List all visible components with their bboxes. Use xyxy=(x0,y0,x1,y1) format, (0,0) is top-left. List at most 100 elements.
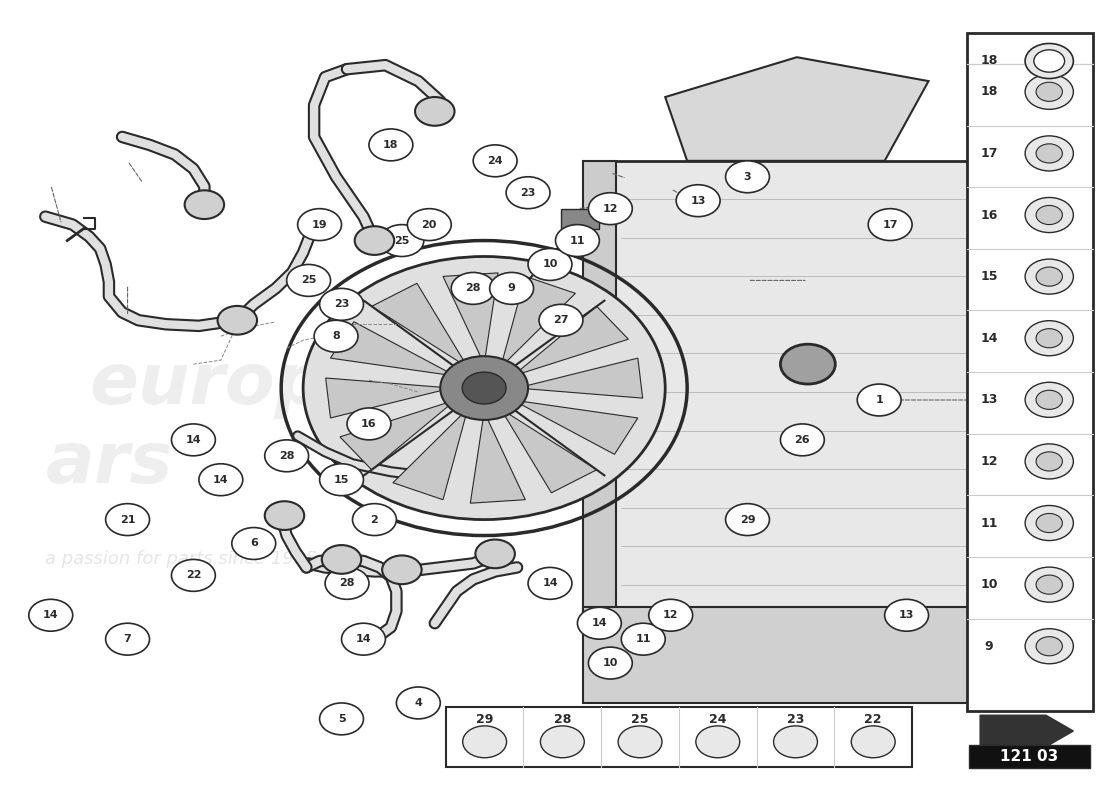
Text: 14: 14 xyxy=(186,435,201,445)
Text: 121 03: 121 03 xyxy=(1000,750,1058,764)
Circle shape xyxy=(1036,452,1063,471)
Polygon shape xyxy=(500,409,596,493)
Text: 7: 7 xyxy=(123,634,131,644)
Circle shape xyxy=(396,687,440,719)
Polygon shape xyxy=(666,57,928,161)
Circle shape xyxy=(780,424,824,456)
Text: 14: 14 xyxy=(592,618,607,628)
Circle shape xyxy=(106,504,150,535)
Text: 14: 14 xyxy=(43,610,58,620)
Bar xyxy=(446,707,912,766)
Text: 27: 27 xyxy=(553,315,569,326)
Circle shape xyxy=(106,623,150,655)
Circle shape xyxy=(265,502,305,530)
Bar xyxy=(583,161,616,623)
Text: 3: 3 xyxy=(744,172,751,182)
Circle shape xyxy=(1036,82,1063,102)
Text: 15: 15 xyxy=(333,474,349,485)
Circle shape xyxy=(1025,629,1074,664)
Text: 18: 18 xyxy=(980,54,998,67)
Circle shape xyxy=(1025,444,1074,479)
Circle shape xyxy=(1036,267,1063,286)
Circle shape xyxy=(451,273,495,304)
Text: 24: 24 xyxy=(710,713,726,726)
Circle shape xyxy=(1036,206,1063,225)
Text: 11: 11 xyxy=(636,634,651,644)
Text: 24: 24 xyxy=(487,156,503,166)
Text: 29: 29 xyxy=(476,713,493,726)
Text: 9: 9 xyxy=(984,640,993,653)
Text: 13: 13 xyxy=(899,610,914,620)
Circle shape xyxy=(352,504,396,535)
Circle shape xyxy=(1025,136,1074,171)
Text: 9: 9 xyxy=(508,283,516,294)
Polygon shape xyxy=(340,400,455,470)
Text: 23: 23 xyxy=(333,299,349,310)
Text: 23: 23 xyxy=(786,713,804,726)
Circle shape xyxy=(649,599,693,631)
Circle shape xyxy=(1036,390,1063,410)
Circle shape xyxy=(1025,321,1074,356)
Text: 8: 8 xyxy=(332,331,340,342)
Text: 14: 14 xyxy=(980,332,998,345)
Text: 5: 5 xyxy=(338,714,345,724)
Text: 12: 12 xyxy=(980,455,998,468)
Circle shape xyxy=(298,209,341,241)
Circle shape xyxy=(490,273,534,304)
Polygon shape xyxy=(513,400,638,454)
Circle shape xyxy=(578,607,621,639)
Circle shape xyxy=(857,384,901,416)
Circle shape xyxy=(1036,329,1063,348)
Text: 18: 18 xyxy=(383,140,398,150)
Circle shape xyxy=(382,555,421,584)
Circle shape xyxy=(851,726,895,758)
Circle shape xyxy=(415,97,454,126)
Text: 14: 14 xyxy=(213,474,229,485)
Text: 12: 12 xyxy=(663,610,679,620)
Circle shape xyxy=(304,257,666,519)
Text: 25: 25 xyxy=(301,275,317,286)
Text: 14: 14 xyxy=(355,634,372,644)
Text: europ: europ xyxy=(89,350,327,418)
Circle shape xyxy=(346,408,390,440)
Text: 17: 17 xyxy=(980,147,998,160)
Circle shape xyxy=(379,225,424,257)
Circle shape xyxy=(232,527,276,559)
Text: 6: 6 xyxy=(250,538,257,549)
Text: 4: 4 xyxy=(415,698,422,708)
Circle shape xyxy=(726,504,769,535)
Circle shape xyxy=(315,320,358,352)
Text: 11: 11 xyxy=(980,517,998,530)
Circle shape xyxy=(1025,506,1074,541)
Circle shape xyxy=(556,225,600,257)
Circle shape xyxy=(462,372,506,404)
Text: 21: 21 xyxy=(120,514,135,525)
Polygon shape xyxy=(513,306,628,376)
Polygon shape xyxy=(393,409,468,500)
Circle shape xyxy=(320,288,363,320)
Circle shape xyxy=(539,304,583,336)
Text: 2: 2 xyxy=(371,514,378,525)
Text: 11: 11 xyxy=(570,235,585,246)
Text: 12: 12 xyxy=(603,204,618,214)
Circle shape xyxy=(528,567,572,599)
Circle shape xyxy=(621,623,665,655)
Circle shape xyxy=(265,440,309,472)
Polygon shape xyxy=(471,412,526,503)
Circle shape xyxy=(868,209,912,241)
Circle shape xyxy=(1036,637,1063,656)
Circle shape xyxy=(1036,144,1063,163)
Text: 29: 29 xyxy=(739,514,756,525)
Text: 18: 18 xyxy=(980,86,998,98)
Circle shape xyxy=(1034,50,1065,72)
Circle shape xyxy=(1025,43,1074,78)
Circle shape xyxy=(1025,74,1074,110)
Circle shape xyxy=(322,545,361,574)
Text: 10: 10 xyxy=(542,259,558,270)
Text: 16: 16 xyxy=(980,209,998,222)
Circle shape xyxy=(884,599,928,631)
Text: ars: ars xyxy=(45,430,173,498)
Text: 1: 1 xyxy=(876,395,883,405)
FancyArrow shape xyxy=(980,715,1074,746)
Text: 25: 25 xyxy=(394,235,409,246)
